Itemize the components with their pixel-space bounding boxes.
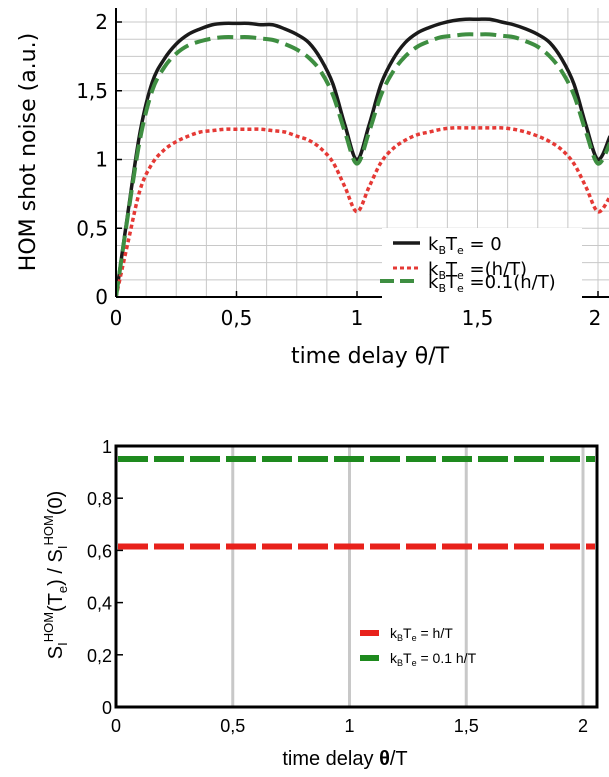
bottom-ticks: 0 0,5 1 1,5 2 0 0,2 0,4 0,6 0,8 1	[87, 437, 588, 736]
bottom-x-tick-label: 1,5	[454, 716, 479, 736]
top-y-tick-label: 0,5	[76, 216, 108, 240]
top-x-tick-label: 1	[351, 306, 364, 330]
bottom-x-tick-label: 2	[578, 716, 588, 736]
top-ticks: 0 0,5 1 1,5 2 0 0,5 1 1,5 2	[76, 10, 601, 330]
bottom-x-tick-label: 0	[111, 716, 121, 736]
bottom-series	[118, 456, 595, 550]
top-y-tick-label: 1	[95, 148, 108, 172]
bottom-legend: kBTe = h/T kBTe = 0.1 h/T	[360, 625, 477, 668]
top-x-tick-label: 0,5	[221, 306, 253, 330]
top-legend-label-1: kBTe =(h/T)	[428, 259, 527, 282]
chart-top: 0 0,5 1 1,5 2 0 0,5 1 1,5 2 time delay θ/T HOM sh…	[16, 8, 609, 369]
chart-bottom: 0 0,5 1 1,5 2 0 0,2 0,4 0,6 0,8 1 time delay θ/T S…	[41, 437, 599, 770]
top-series-line-0	[116, 17, 609, 298]
bottom-x-tick-label: 1	[344, 716, 354, 736]
bottom-y-tick-label: 0,2	[87, 646, 112, 666]
bottom-y-tick-label: 0	[102, 698, 112, 718]
bottom-x-tick-label: 0,5	[220, 716, 245, 736]
bottom-frame	[114, 444, 599, 709]
bottom-y-tick-label: 0,8	[87, 489, 112, 509]
top-series-line-2	[116, 32, 609, 298]
bottom-y-axis-label: SIHOM(Te) / SIHOM(0)	[41, 491, 70, 660]
top-y-axis-label: HOM shot noise (a.u.)	[16, 33, 41, 271]
bottom-legend-label-1: kBTe = 0.1 h/T	[390, 650, 477, 668]
top-x-tick-label: 1,5	[462, 306, 494, 330]
top-series-line-1	[116, 126, 609, 298]
top-series	[116, 17, 609, 298]
top-x-tick-label: 2	[589, 306, 602, 330]
bottom-x-axis-label: time delay θ/T	[282, 748, 407, 770]
top-legend: kBTe = 0 kBTe =(h/T) kBTe =0.1(h/T)	[380, 228, 582, 298]
top-legend-label-2: kBTe =0.1(h/T)	[428, 272, 556, 295]
top-x-tick-label: 0	[110, 306, 123, 330]
bottom-y-tick-label: 0,4	[87, 594, 112, 614]
bottom-grid	[231, 446, 585, 707]
top-y-tick-label: 2	[95, 10, 108, 34]
top-y-tick-label: 1,5	[76, 79, 108, 103]
bottom-y-tick-label: 1	[102, 437, 112, 457]
bottom-y-tick-label: 0,6	[87, 541, 112, 561]
bottom-legend-label-0: kBTe = h/T	[390, 625, 453, 643]
top-y-tick-label: 0	[95, 285, 108, 309]
top-x-axis-label: time delay θ/T	[291, 344, 450, 369]
top-legend-label-0: kBTe = 0	[428, 234, 502, 257]
